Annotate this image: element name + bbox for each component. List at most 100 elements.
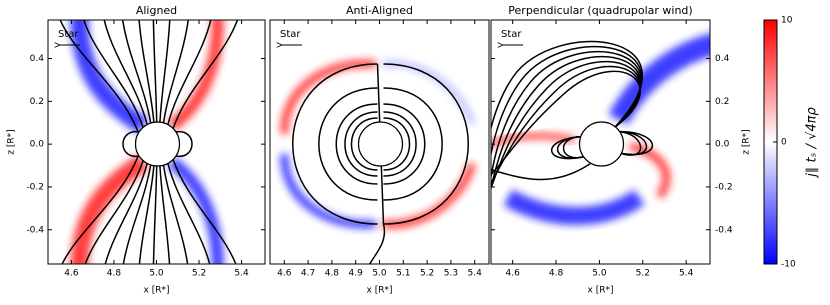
- field-line: [104, 163, 148, 264]
- y-tick-label: -0.4: [26, 225, 44, 235]
- x-tick-label: 4.6: [277, 269, 292, 279]
- field-line: [383, 117, 411, 171]
- x-tick-label: 4.6: [506, 269, 521, 279]
- x-tick-label: 5.4: [679, 269, 694, 279]
- field-line: [83, 20, 144, 128]
- field-image: [59, 20, 239, 264]
- y-tick-label: 0.0: [715, 140, 730, 150]
- field-tilt: [491, 31, 710, 264]
- field-line: [491, 45, 643, 262]
- field-line: [350, 117, 378, 171]
- field-line: [383, 87, 443, 201]
- field-line: [335, 103, 378, 185]
- field-line: [138, 165, 155, 264]
- field-line: [318, 87, 378, 201]
- field-line: [175, 131, 193, 157]
- x-tick-label: 5.2: [636, 269, 650, 279]
- field-line: [167, 163, 211, 264]
- x-tick-label: 5.2: [420, 269, 434, 279]
- field-line: [122, 131, 140, 157]
- star: [134, 121, 181, 167]
- current-sheet: [491, 132, 576, 149]
- field-line: [491, 40, 644, 264]
- field-line: [344, 111, 378, 177]
- x-tick-label: 4.6: [64, 269, 79, 279]
- y-tick-label: 0.2: [30, 97, 44, 107]
- field-line: [162, 165, 189, 264]
- y-tick-label: 0.2: [715, 97, 729, 107]
- field-line: [383, 103, 426, 185]
- field-line: [617, 130, 654, 156]
- y-axis-label: z [R*]: [742, 129, 752, 154]
- x-tick-label: 4.7: [301, 269, 315, 279]
- field-line: [551, 135, 586, 160]
- colorbar-label: j∥ tₛ / √4πρ: [805, 107, 820, 179]
- field-line: [84, 160, 144, 264]
- field-line: [159, 165, 171, 264]
- field-line: [491, 162, 591, 181]
- field-line: [491, 55, 642, 235]
- x-tick-label: 4.9: [349, 269, 364, 279]
- x-tick-label: 5.4: [468, 269, 483, 279]
- x-axis-label: x [R*]: [144, 286, 170, 296]
- field-group: [280, 59, 477, 264]
- colorbar-tick-label: 0: [781, 138, 787, 148]
- x-tick-label: 5.3: [444, 269, 458, 279]
- field-line: [121, 20, 152, 124]
- star: [357, 121, 404, 167]
- current-sheet: [503, 189, 645, 225]
- y-tick-label: -0.2: [715, 182, 733, 192]
- x-axis-label: x [R*]: [367, 286, 393, 296]
- field-line: [138, 20, 155, 123]
- y-tick-label: 0.4: [30, 54, 45, 64]
- y-tick-label: -0.2: [26, 182, 44, 192]
- field-line: [172, 159, 237, 264]
- field-line: [159, 20, 171, 123]
- field-line: [152, 20, 158, 123]
- field-group: [491, 31, 710, 264]
- current-sheet: [629, 142, 671, 199]
- field-line: [292, 63, 378, 225]
- colorbar-tick-label: 10: [781, 16, 793, 26]
- panel-title: Aligned: [136, 4, 177, 17]
- current-sheet: [167, 157, 224, 264]
- field-line: [167, 20, 212, 125]
- field-line: [122, 164, 152, 264]
- colorbar-tick-label: -10: [781, 260, 796, 270]
- field-line: [491, 50, 642, 249]
- field-line: [383, 111, 417, 177]
- star-label: Star: [280, 29, 301, 40]
- field-line: [172, 20, 239, 129]
- x-tick-label: 5.2: [192, 269, 206, 279]
- star: [578, 121, 625, 167]
- field-line: [383, 63, 469, 225]
- x-tick-label: 5.0: [372, 269, 387, 279]
- field-image: [280, 59, 477, 264]
- star-label: Star: [501, 29, 522, 40]
- x-tick-label: 5.0: [592, 269, 607, 279]
- x-tick-label: 5.4: [234, 269, 249, 279]
- current-sheet: [280, 153, 376, 229]
- field-line: [152, 165, 158, 264]
- x-tick-label: 5.0: [149, 269, 164, 279]
- field-line: [162, 20, 189, 123]
- y-tick-label: 0.0: [30, 140, 45, 150]
- x-tick-label: 4.8: [107, 269, 122, 279]
- star-label: Star: [58, 29, 79, 40]
- x-tick-label: 4.8: [549, 269, 564, 279]
- field-line: [368, 223, 386, 264]
- current-sheet: [608, 31, 710, 125]
- y-tick-label: -0.4: [715, 225, 733, 235]
- x-tick-label: 4.8: [325, 269, 340, 279]
- frame: [490, 19, 711, 265]
- field-line: [59, 20, 140, 134]
- field-line: [61, 154, 140, 264]
- current-sheet: [167, 20, 224, 131]
- field-line: [103, 20, 148, 125]
- panel-title: Anti-Aligned: [346, 4, 413, 17]
- x-tick-label: 5.1: [396, 269, 410, 279]
- field-group: [59, 20, 239, 264]
- y-axis-label: z [R*]: [7, 129, 17, 154]
- x-axis-label: x [R*]: [588, 286, 614, 296]
